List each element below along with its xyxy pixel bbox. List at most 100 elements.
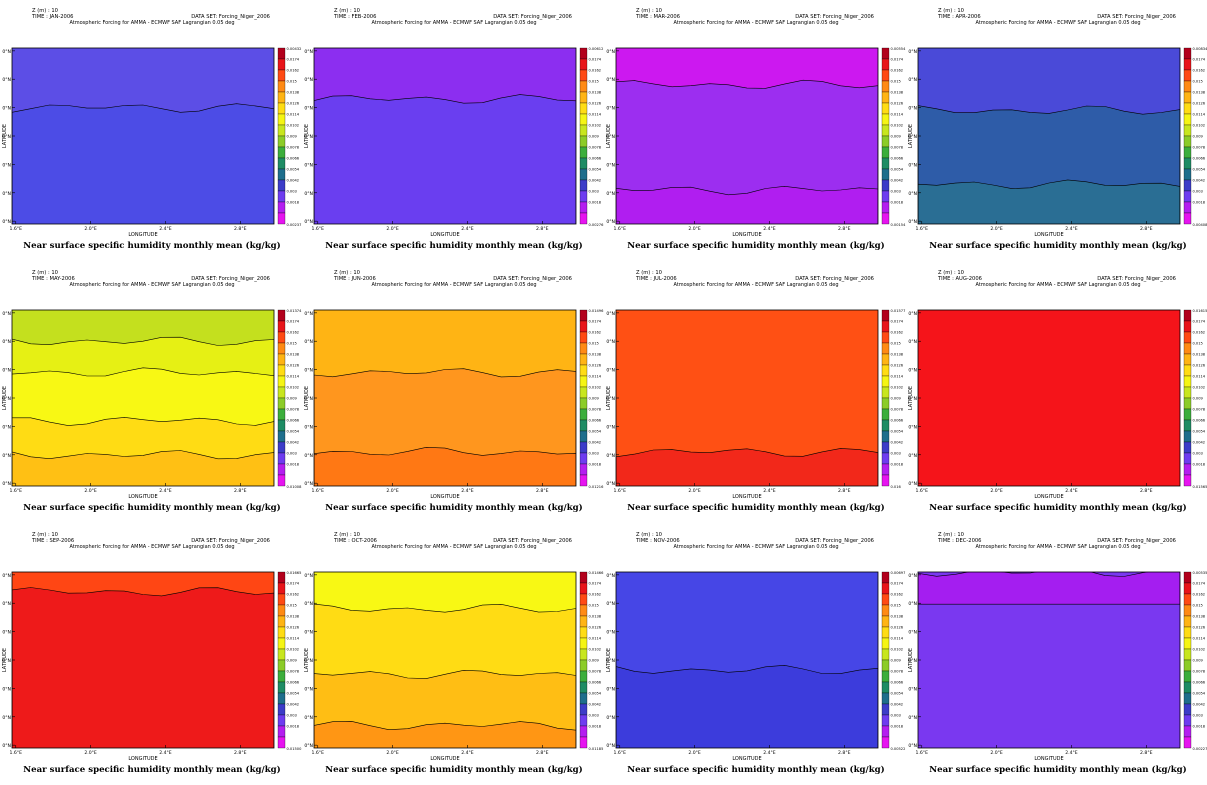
colorbar-swatch <box>580 572 587 583</box>
colorbar-level-label: 0.015 <box>589 604 599 608</box>
colorbar-swatch <box>580 583 587 594</box>
colorbar-swatch <box>580 321 587 332</box>
colorbar-swatch <box>580 704 587 715</box>
colorbar-max-label: 0.00535 <box>1193 571 1207 575</box>
colorbar-level-label: 0.0174 <box>287 582 300 586</box>
colorbar-level-label: 0.0054 <box>589 168 602 172</box>
x-axis-label: LONGITUDE <box>128 494 157 500</box>
contour-field <box>314 48 576 225</box>
y-tick-label: 13.90°N <box>2 339 11 345</box>
colorbar-swatch <box>882 169 889 180</box>
colorbar-max-label: 0.01577 <box>891 309 906 313</box>
y-tick-label: 13.10°N <box>606 715 615 721</box>
colorbar-swatch <box>882 81 889 92</box>
colorbar-level-label: 0.0174 <box>589 582 602 586</box>
colorbar-level-label: 0.009 <box>891 135 902 139</box>
colorbar-swatch <box>882 191 889 202</box>
time-label: TIME : OCT-2006 <box>333 538 377 544</box>
colorbar-swatch <box>882 638 889 649</box>
colorbar-swatch <box>278 671 285 682</box>
colorbar-swatch <box>278 202 285 213</box>
colorbar-level-label: 0.0102 <box>1193 386 1206 390</box>
y-tick-label: 13.30°N <box>304 424 313 430</box>
colorbar-level-label: 0.0174 <box>1193 320 1206 324</box>
y-tick-label: 14.10°N <box>606 573 615 579</box>
y-tick-label: 14.10°N <box>908 311 917 317</box>
subtitle: Atmospheric Forcing for AMMA - ECMWF SAF… <box>975 282 1140 288</box>
colorbar-swatch <box>278 726 285 737</box>
colorbar-swatch <box>580 158 587 169</box>
colorbar-level-label: 0.003 <box>287 190 297 194</box>
colorbar-swatch <box>882 704 889 715</box>
y-axis-label: LATITUDE <box>606 648 612 672</box>
colorbar-level-label: 0.0042 <box>589 703 602 707</box>
y-tick-label: 13.90°N <box>908 339 917 345</box>
y-tick-label: 13.70°N <box>908 630 917 636</box>
colorbar-level-label: 0.0102 <box>1193 124 1206 128</box>
y-tick-label: 12.90°N <box>908 219 917 225</box>
colorbar-swatch <box>882 627 889 638</box>
y-tick-label: 13.90°N <box>908 77 917 83</box>
colorbar-level-label: 0.0078 <box>1193 146 1206 150</box>
colorbar-min-label: 0.01565 <box>1193 485 1207 489</box>
colorbar-level-label: 0.0174 <box>1193 58 1206 62</box>
x-tick-label: 1.6°E <box>9 488 22 494</box>
y-tick-label: 14.10°N <box>606 311 615 317</box>
colorbar-swatch <box>882 572 889 583</box>
x-axis-label: LONGITUDE <box>128 232 157 238</box>
colorbar-level-label: 0.0078 <box>589 408 602 412</box>
y-tick-label: 13.70°N <box>2 630 11 636</box>
contour-band <box>616 665 878 749</box>
colorbar-level-label: 0.0162 <box>287 593 300 597</box>
colorbar-level-label: 0.0162 <box>891 69 904 73</box>
contour-field <box>12 310 274 487</box>
colorbar-level-label: 0.003 <box>1193 714 1203 718</box>
y-tick-label: 13.10°N <box>304 191 313 197</box>
colorbar-swatch <box>1184 59 1191 70</box>
colorbar-level-label: 0.0018 <box>1193 725 1206 729</box>
colorbar-level-label: 0.0102 <box>287 648 300 652</box>
colorbar-level-label: 0.015 <box>287 342 297 346</box>
colorbar-level-label: 0.0066 <box>891 419 904 423</box>
colorbar-level-label: 0.0162 <box>589 69 602 73</box>
colorbar-level-label: 0.015 <box>287 604 297 608</box>
colorbar-level-label: 0.0054 <box>891 168 904 172</box>
colorbar-swatch <box>1184 671 1191 682</box>
colorbar-swatch <box>882 103 889 114</box>
x-tick-label: 2.8°E <box>234 226 247 232</box>
colorbar-level-label: 0.003 <box>589 452 599 456</box>
colorbar-swatch <box>1184 81 1191 92</box>
y-tick-label: 13.10°N <box>304 715 313 721</box>
colorbar-swatch <box>580 147 587 158</box>
subtitle: Atmospheric Forcing for AMMA - ECMWF SAF… <box>371 544 536 550</box>
contour-field <box>12 48 274 225</box>
panel-caption: Near surface specific humidity monthly m… <box>908 241 1207 251</box>
y-axis-label: LATITUDE <box>2 386 8 410</box>
colorbar-swatch <box>278 213 285 224</box>
colorbar-max-label: 0.01665 <box>287 571 302 575</box>
y-tick-label: 14.10°N <box>304 49 313 55</box>
contour-field <box>616 572 878 749</box>
colorbar-swatch <box>1184 649 1191 660</box>
x-tick-label: 1.6°E <box>311 226 324 232</box>
y-tick-label: 13.10°N <box>2 191 11 197</box>
colorbar-level-label: 0.009 <box>1193 135 1204 139</box>
y-tick-label: 13.10°N <box>908 453 917 459</box>
colorbar-swatch <box>1184 376 1191 387</box>
colorbar-level-label: 0.0138 <box>1193 353 1206 357</box>
colorbar-swatch <box>1184 737 1191 748</box>
colorbar-min-label: 0.016 <box>891 485 902 489</box>
colorbar-level-label: 0.0174 <box>589 320 602 324</box>
colorbar-swatch <box>882 70 889 81</box>
colorbar-level-label: 0.0054 <box>1193 692 1206 696</box>
colorbar-swatch <box>580 431 587 442</box>
colorbar-swatch <box>278 343 285 354</box>
colorbar-level-label: 0.003 <box>1193 190 1203 194</box>
colorbar-swatch <box>278 191 285 202</box>
colorbar-swatch <box>278 169 285 180</box>
y-tick-label: 14.10°N <box>304 573 313 579</box>
